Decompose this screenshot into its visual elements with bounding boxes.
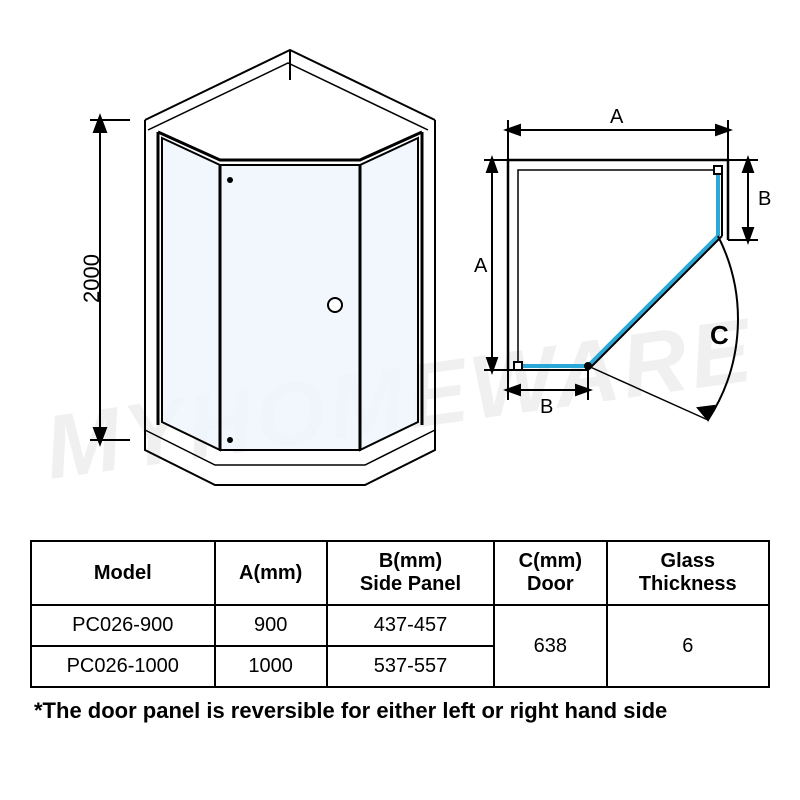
plan-svg: [480, 110, 770, 450]
dim-label-b-right: B: [758, 188, 771, 211]
spec-table: Model A(mm) B(mm) Side Panel C(mm) Door …: [30, 540, 770, 688]
cell-a: 900: [215, 605, 327, 646]
cell-model: PC026-1000: [31, 646, 215, 687]
col-model: Model: [31, 541, 215, 605]
cell-model: PC026-900: [31, 605, 215, 646]
col-glass: Glass Thickness: [607, 541, 769, 605]
isometric-view: 2000: [70, 30, 470, 500]
dim-label-c: C: [710, 320, 729, 351]
dim-label-a-left: A: [474, 255, 487, 278]
spec-table-wrap: Model A(mm) B(mm) Side Panel C(mm) Door …: [30, 540, 770, 724]
height-dimension-label: 2000: [79, 254, 105, 303]
cell-glass-merged: 6: [607, 605, 769, 687]
col-b: B(mm) Side Panel: [327, 541, 494, 605]
table-header-row: Model A(mm) B(mm) Side Panel C(mm) Door …: [31, 541, 769, 605]
cell-b: 437-457: [327, 605, 494, 646]
diagram-area: 2000: [30, 30, 770, 510]
dim-label-b-bottom: B: [540, 396, 553, 419]
cell-a: 1000: [215, 646, 327, 687]
plan-view: A A B B C: [480, 110, 770, 450]
cell-b: 537-557: [327, 646, 494, 687]
door-handle-icon: [328, 298, 342, 312]
table-row: PC026-900 900 437-457 638 6: [31, 605, 769, 646]
footnote: *The door panel is reversible for either…: [30, 698, 770, 724]
col-c: C(mm) Door: [494, 541, 606, 605]
col-a: A(mm): [215, 541, 327, 605]
iso-svg: [70, 30, 470, 500]
cell-c-merged: 638: [494, 605, 606, 687]
dim-label-a-top: A: [610, 106, 623, 129]
